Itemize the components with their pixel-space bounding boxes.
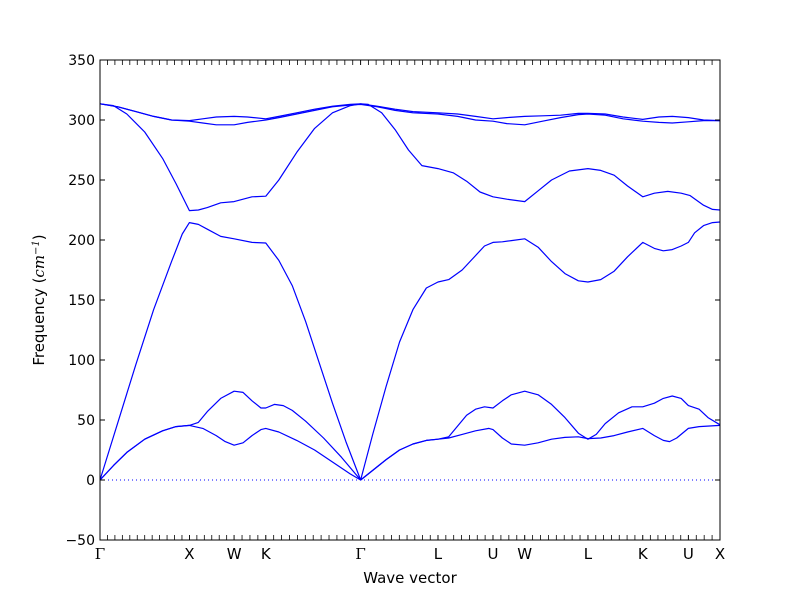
branch-line-1 (99, 424, 721, 481)
high-symmetry-label: K (261, 545, 272, 563)
y-axis-label: Frequency (cm−1) (30, 234, 48, 365)
branch-line-3 (99, 221, 721, 481)
y-axis-label-open-paren: ( (30, 278, 48, 289)
high-symmetry-label: Γ (355, 545, 365, 563)
branch-line-5 (99, 103, 720, 126)
y-tick-label: −50 (65, 533, 95, 549)
y-tick-label: 200 (68, 233, 95, 249)
y-tick-label: 150 (68, 293, 95, 309)
y-axis-label-exponent: −1 (31, 240, 42, 255)
y-tick-label: 0 (86, 473, 95, 489)
y-axis-label-text: Frequency (30, 288, 48, 366)
branch-line-2 (99, 390, 721, 481)
y-tick-label: 250 (68, 173, 95, 189)
plot-frame (99, 59, 721, 541)
high-symmetry-label: K (638, 545, 649, 563)
plot-frame-group (99, 59, 721, 541)
high-symmetry-label: L (584, 545, 593, 563)
y-tick-label: 350 (68, 53, 95, 69)
high-symmetry-label: L (434, 545, 443, 563)
y-tick-label: 50 (77, 413, 95, 429)
branch-line-6 (99, 103, 721, 122)
y-tick-label: 100 (68, 353, 95, 369)
high-symmetry-label: W (517, 545, 532, 563)
y-tick-label: 300 (68, 113, 95, 129)
dispersion-lines-group (99, 103, 721, 481)
high-symmetry-label: U (683, 545, 694, 563)
high-symmetry-label: Γ (95, 545, 105, 563)
y-axis-label-unit: cm (30, 255, 48, 278)
high-symmetry-label: U (487, 545, 498, 563)
y-ticks-group: −50 0 50 100 150 200 250 300 350 (65, 53, 720, 549)
x-axis-label: Wave vector (363, 569, 457, 587)
branch-line-4 (99, 103, 721, 212)
high-symmetry-label: W (227, 545, 242, 563)
high-symmetry-label: X (715, 545, 725, 563)
high-symmetry-label: X (184, 545, 194, 563)
y-axis-label-close-paren: ) (30, 234, 48, 240)
